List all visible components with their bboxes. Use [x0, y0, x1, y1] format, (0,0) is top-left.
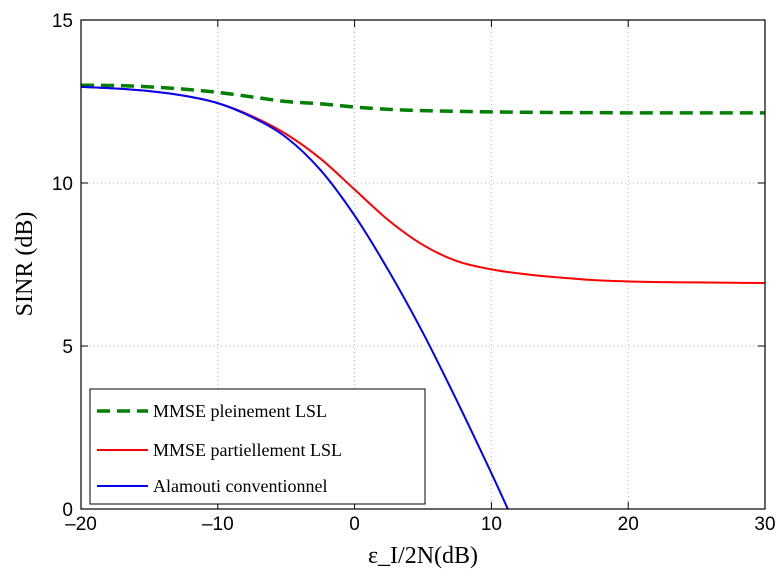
x-tick-label: –20 [65, 514, 97, 535]
legend-box [89, 388, 426, 505]
x-tick-label: –10 [202, 514, 234, 535]
y-tick-label: 0 [62, 500, 73, 521]
x-tick-labels: –20 –10 0 10 20 30 [65, 514, 775, 535]
y-tick-label: 5 [62, 337, 73, 358]
x-tick-label: 20 [618, 514, 639, 535]
series-lines [80, 83, 766, 510]
plot-frame [80, 19, 766, 510]
series-line-mmse-pleinement [80, 83, 765, 115]
x-tick-label: 30 [754, 514, 775, 535]
y-tick-label: 10 [52, 174, 73, 195]
y-tick-labels: 0 5 10 15 [52, 11, 73, 521]
legend-label-mmse-pleinement: MMSE pleinement LSL [153, 401, 327, 421]
x-tick-label: 0 [349, 514, 360, 535]
series-line-alamouti [80, 85, 509, 510]
legend: MMSE pleinement LSL MMSE partiellement L… [89, 388, 426, 505]
y-axis-title: SINR (dB) [12, 212, 38, 317]
x-axis-title: ε_I/2N(dB) [368, 543, 478, 569]
legend-label-alamouti: Alamouti conventionnel [153, 476, 327, 496]
legend-label-mmse-partiellement: MMSE partiellement LSL [153, 440, 342, 460]
x-tick-label: 10 [481, 514, 502, 535]
grid [81, 20, 765, 509]
y-tick-label: 15 [52, 11, 73, 32]
